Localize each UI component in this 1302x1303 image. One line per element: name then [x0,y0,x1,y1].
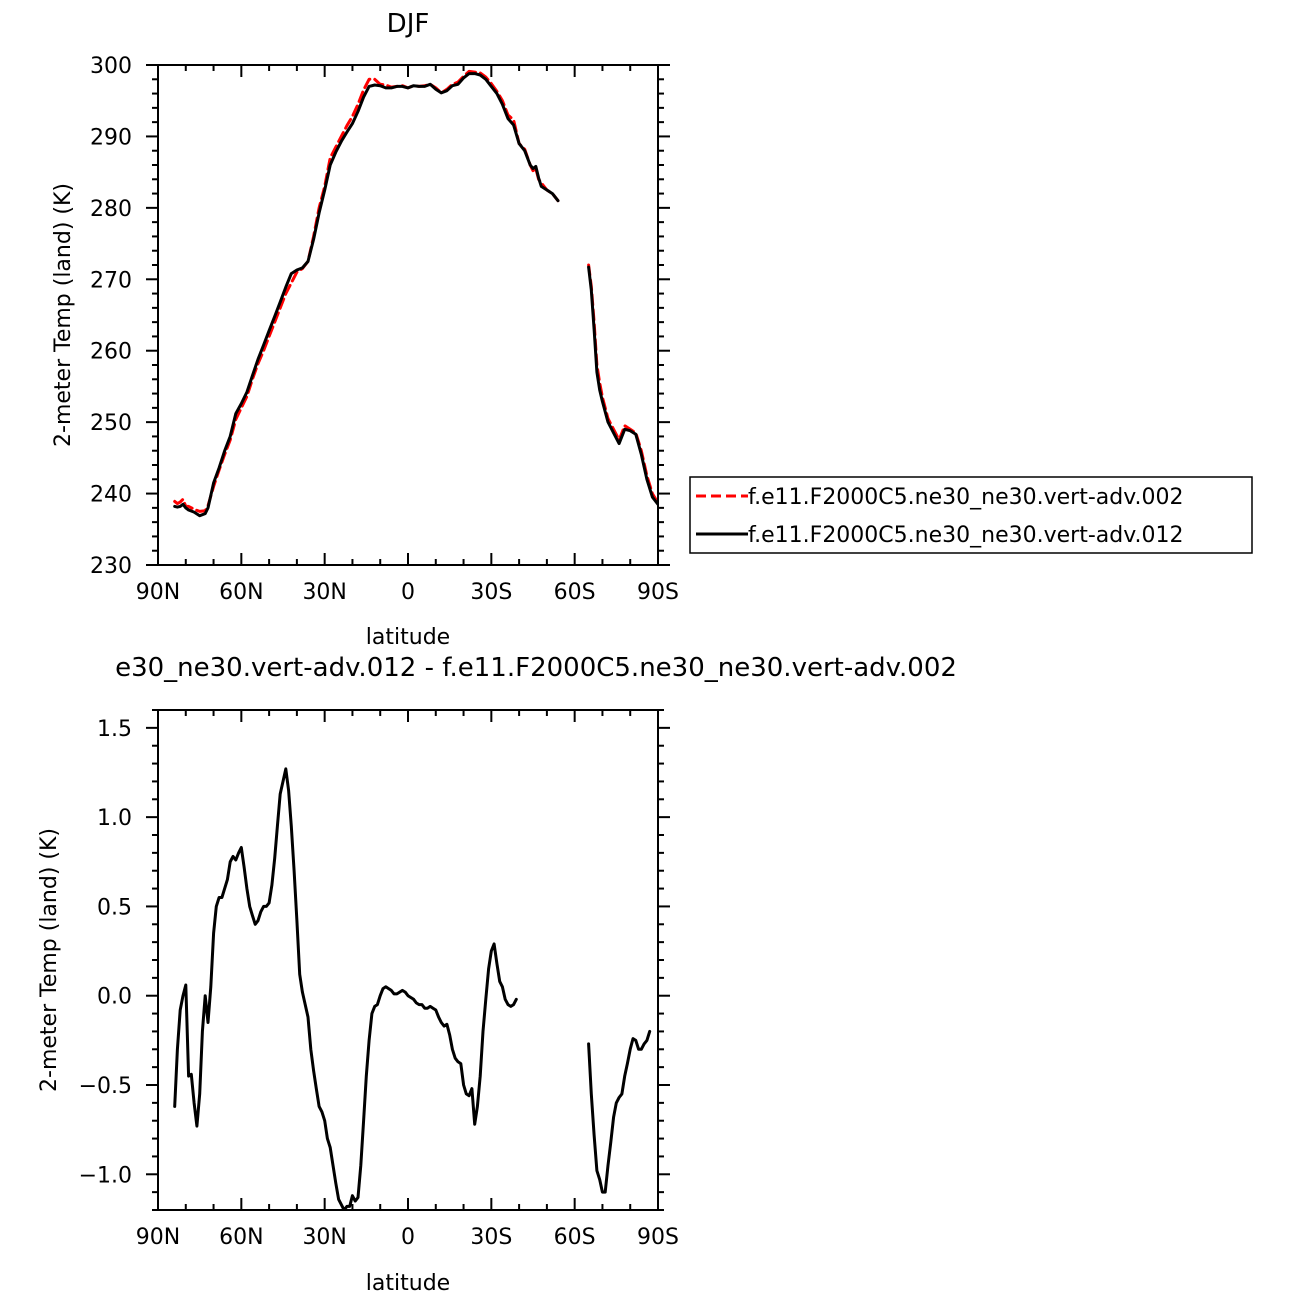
y-tick-label: −1.0 [79,1163,132,1188]
series-line-2-segment-1 [173,72,560,518]
x-tick-label: 0 [401,580,415,605]
y-tick-label: 280 [90,197,132,222]
x-tick-label: 30S [470,580,512,605]
y-tick-label: 0.5 [97,895,132,920]
y-tick-label: 230 [90,554,132,579]
legend-label-1: f.e11.F2000C5.ne30_ne30.vert-adv.002 [748,485,1184,510]
x-tick-label: 60S [554,1225,596,1250]
plot-frame [157,64,659,566]
y-tick-label: 240 [90,483,132,508]
y-axis-ticks [146,709,670,1211]
legend-label-2: f.e11.F2000C5.ne30_ne30.vert-adv.012 [748,523,1184,548]
y-tick-label: 250 [90,411,132,436]
chart-title: e30_ne30.vert-adv.012 - f.e11.F2000C5.ne… [115,653,957,683]
x-tick-label: 90N [136,580,180,605]
chart-title: DJF [387,9,430,39]
y-tick-label: 290 [90,125,132,150]
y-axis-label: 2-meter Temp (land) (K) [51,183,76,447]
plot-area [173,69,658,518]
legend-box [689,476,1253,554]
legend: f.e11.F2000C5.ne30_ne30.vert-adv.002 f.e1… [689,476,1253,554]
y-tick-label: 260 [90,340,132,365]
x-tick-label: 0 [401,1225,415,1250]
x-tick-label: 30N [302,1225,346,1250]
x-tick-label: 30S [470,1225,512,1250]
series-line-1-segment-2 [587,1029,652,1194]
x-tick-label: 60N [219,1225,263,1250]
y-tick-label: 270 [90,268,132,293]
y-tick-label: 1.0 [97,806,132,831]
chart-2: e30_ne30.vert-adv.012 - f.e11.F2000C5.ne… [37,653,957,1296]
x-axis-label: latitude [366,1271,450,1296]
x-tick-label: 60N [219,580,263,605]
x-tick-label: 90S [637,580,679,605]
plot-frame [157,709,659,1211]
plot-area [173,767,652,1210]
series-line-1-segment-1 [173,767,518,1210]
y-tick-label: −0.5 [79,1074,132,1099]
series-line-2-segment-2 [587,265,658,506]
x-axis-ticks [157,710,659,1210]
chart-1: DJF 90N 60N 30N 0 30S 60S 90S 230 240 250 260 270 280… [51,9,1253,650]
series-line-1-segment-1 [173,69,560,513]
y-tick-label: 0.0 [97,985,132,1010]
y-tick-label: 300 [90,54,132,79]
x-tick-label: 90S [637,1225,679,1250]
x-axis-ticks [157,65,659,565]
x-tick-label: 90N [136,1225,180,1250]
y-axis-ticks [146,64,670,566]
x-axis-label: latitude [366,625,450,650]
y-tick-label: 1.5 [97,717,132,742]
y-axis-label: 2-meter Temp (land) (K) [37,828,62,1092]
x-tick-label: 60S [554,580,596,605]
x-tick-label: 30N [302,580,346,605]
